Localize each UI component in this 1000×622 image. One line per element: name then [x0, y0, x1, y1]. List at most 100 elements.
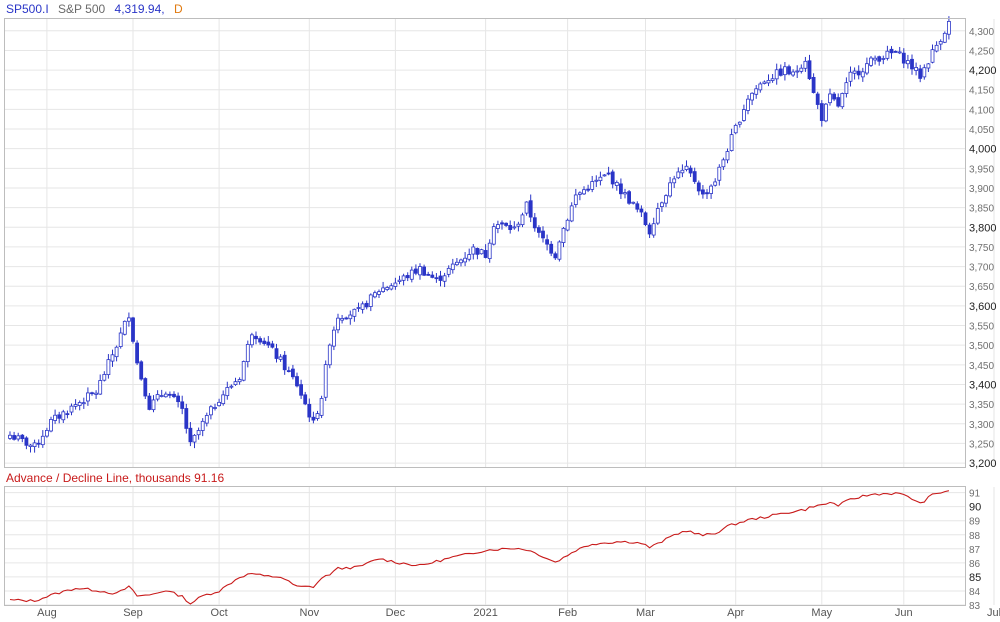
candle	[619, 178, 623, 199]
candle	[139, 360, 144, 381]
candle	[122, 320, 127, 336]
month-label: May	[811, 607, 832, 619]
candle	[397, 275, 402, 285]
candle	[832, 92, 836, 102]
candle	[840, 92, 845, 109]
main-pane-border	[4, 18, 966, 468]
candle	[188, 422, 193, 447]
candle	[893, 50, 898, 53]
candle	[684, 160, 689, 172]
indicator-tick-label: 87	[969, 545, 981, 556]
candle	[508, 220, 513, 234]
candle	[754, 85, 759, 99]
candle	[803, 56, 808, 72]
candle	[364, 300, 369, 310]
price-axis: 4,300 4,250 4,200 4,150 4,100 4,050 4,000 3,950…	[969, 27, 997, 470]
candle	[249, 332, 254, 348]
month-label: Nov	[300, 607, 320, 619]
candle	[914, 62, 918, 76]
candle	[184, 403, 189, 434]
candle	[516, 221, 521, 232]
candle	[836, 93, 841, 108]
indicator-tick-label: 89	[969, 517, 981, 528]
candle	[426, 271, 431, 276]
candle	[631, 201, 636, 205]
month-label: 2021	[473, 607, 497, 619]
candle	[676, 167, 681, 180]
candle	[352, 308, 357, 322]
price-tick-label: 3,650	[969, 282, 994, 293]
price-tick-label: 3,700	[969, 263, 994, 274]
candle	[360, 301, 365, 314]
indicator-tick-label: 85	[969, 572, 981, 584]
period-selector[interactable]: D	[173, 2, 183, 16]
candle	[163, 391, 168, 398]
candle	[430, 271, 435, 279]
candle	[590, 175, 595, 193]
candle	[167, 391, 172, 399]
candle	[783, 62, 787, 81]
candle	[344, 316, 349, 320]
candle	[241, 360, 246, 382]
candle	[53, 409, 57, 424]
candle	[553, 251, 558, 260]
indicator-tick-label: 90	[969, 502, 981, 514]
candle	[204, 412, 209, 427]
candle	[500, 220, 504, 230]
candle	[254, 331, 258, 345]
price-tick-label: 3,500	[969, 341, 994, 352]
candle	[434, 273, 439, 283]
price-tick-label: 3,400	[969, 379, 997, 391]
candle	[372, 290, 377, 299]
candle	[844, 77, 849, 98]
price-tick-label: 3,550	[969, 322, 994, 333]
candle	[303, 391, 308, 406]
candle	[742, 104, 746, 122]
price-tick-label: 4,000	[969, 144, 997, 156]
candle	[57, 411, 62, 424]
month-label: Jun	[895, 607, 913, 619]
candle	[229, 384, 234, 389]
candle	[680, 164, 685, 178]
candle	[245, 340, 250, 368]
candle	[811, 73, 816, 94]
indicator-tick-label: 91	[969, 489, 981, 500]
candle	[381, 281, 386, 293]
candle	[688, 165, 693, 177]
candle	[701, 185, 705, 199]
candle	[221, 390, 226, 406]
candle	[106, 354, 111, 379]
candle	[696, 180, 701, 196]
candle	[901, 48, 906, 69]
symbol-label[interactable]: SP500.I	[6, 2, 49, 16]
candle	[270, 340, 275, 349]
advance-decline-line	[9, 490, 950, 605]
candle	[36, 439, 41, 448]
candle	[598, 171, 603, 186]
candle	[848, 66, 853, 87]
candle	[479, 248, 484, 255]
candle	[385, 285, 390, 292]
candle	[331, 326, 336, 351]
last-price: 4,319.94,	[114, 2, 165, 16]
candle	[323, 360, 328, 402]
candle	[606, 166, 611, 176]
candle	[664, 194, 668, 208]
candle	[873, 55, 877, 65]
month-label: Sep	[123, 607, 143, 619]
candle	[409, 266, 414, 283]
candle	[475, 247, 480, 260]
candle	[655, 202, 660, 226]
price-tick-label: 4,300	[969, 27, 994, 38]
candle	[77, 400, 82, 411]
candle	[721, 157, 726, 170]
candle	[549, 241, 554, 257]
candle	[118, 327, 123, 349]
candle	[746, 94, 750, 115]
candle	[348, 310, 353, 325]
candle	[717, 164, 722, 186]
candle	[463, 252, 468, 267]
candle	[12, 431, 17, 441]
candle	[405, 272, 410, 282]
